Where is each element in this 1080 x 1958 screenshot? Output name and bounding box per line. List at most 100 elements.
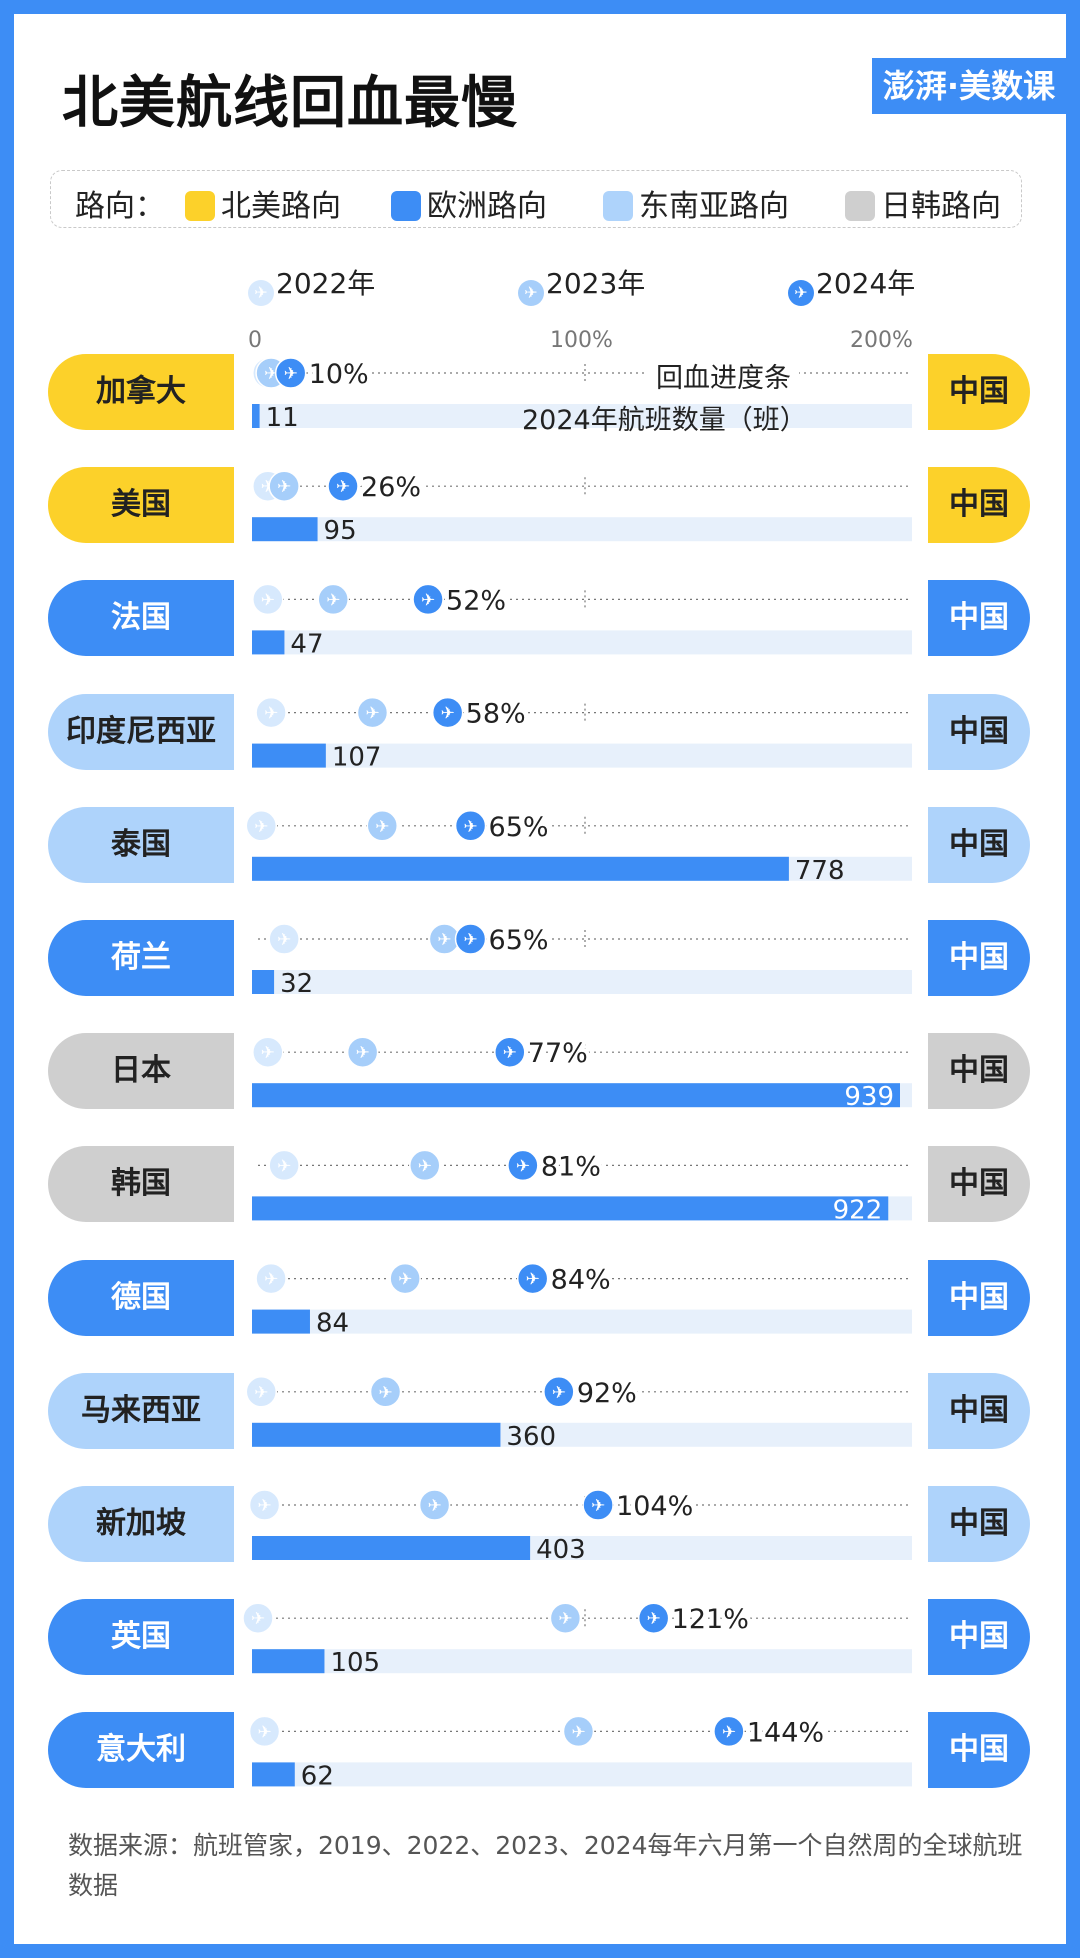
- marker-2023-glyph: ✈: [437, 930, 451, 950]
- marker-2022-glyph: ✈: [261, 1043, 275, 1063]
- marker-2024-glyph: ✈: [441, 704, 455, 724]
- destination-label: 中国: [928, 1259, 1030, 1336]
- legend-swatch: [391, 191, 421, 221]
- marker-2023-glyph: ✈: [418, 1156, 432, 1176]
- flights-bar-track: [252, 404, 912, 428]
- country-label: 法国: [48, 580, 234, 657]
- marker-2024-glyph: ✈: [421, 590, 435, 610]
- year-legend-2023: ✈ 2023年: [518, 262, 645, 306]
- country-label: 荷兰: [48, 920, 234, 996]
- marker-2024-glyph: ✈: [463, 930, 477, 950]
- legend-item-europe: 欧洲路向: [391, 181, 547, 225]
- flights-value: 47: [290, 629, 323, 659]
- flights-value: 939: [844, 1082, 894, 1112]
- marker-2022-glyph: ✈: [261, 590, 275, 610]
- marker-2022-glyph: ✈: [264, 704, 278, 724]
- marker-2024: [516, 1262, 549, 1295]
- marker-2023-glyph: ✈: [264, 364, 278, 384]
- legend-swatch: [185, 191, 215, 221]
- axis-tick-0: 0: [248, 328, 262, 353]
- progress-label: 58%: [466, 699, 526, 730]
- axis-tick-100: 100%: [550, 328, 613, 353]
- marker-2023: [418, 1489, 451, 1521]
- destination-label: 中国: [928, 354, 1030, 430]
- country-label: 泰国: [48, 806, 234, 883]
- destination-label: 中国: [928, 1372, 1030, 1449]
- marker-2022: [252, 583, 284, 616]
- destination-label: 中国: [928, 693, 1030, 770]
- destination-label: 中国: [928, 1146, 1030, 1223]
- flights-bar: [252, 1422, 501, 1447]
- marker-2024: [327, 470, 359, 502]
- destination-label: 中国: [928, 806, 1030, 883]
- flights-bar-track: [252, 1309, 912, 1334]
- progress-label: 65%: [489, 812, 549, 843]
- country-label: 英国: [48, 1599, 234, 1676]
- destination-label: 中国: [928, 1486, 1030, 1562]
- flights-bar-track: [252, 517, 912, 542]
- flights-bar: [252, 517, 318, 542]
- marker-2023: [346, 1036, 379, 1068]
- marker-2024-glyph: ✈: [722, 1722, 736, 1742]
- marker-2023: [356, 696, 389, 729]
- progress-label: 10%: [309, 359, 369, 390]
- marker-2023-glyph: ✈: [365, 704, 379, 724]
- marker-2024-glyph: ✈: [463, 817, 477, 837]
- marker-2022: [252, 1036, 284, 1068]
- marker-2023: [389, 1262, 421, 1295]
- marker-2023: [549, 1602, 582, 1634]
- flights-value: 778: [795, 856, 845, 886]
- marker-2022: [268, 1149, 300, 1182]
- marker-2022: [255, 1262, 287, 1295]
- marker-2024-glyph: ✈: [552, 1383, 566, 1403]
- marker-2023-glyph: ✈: [571, 1722, 585, 1742]
- destination-label: 中国: [928, 580, 1030, 657]
- marker-2024: [543, 1376, 575, 1408]
- marker-2024-glyph: ✈: [516, 1156, 530, 1176]
- marker-2023: [366, 810, 399, 842]
- destination-label: 中国: [928, 1033, 1030, 1110]
- country-label: 印度尼西亚: [48, 693, 234, 770]
- marker-2022: [242, 1602, 274, 1634]
- source-note: 数据来源：航班管家，2019、2022、2023、2024每年六月第一个自然周的…: [68, 1831, 1023, 1900]
- marker-2023-glyph: ✈: [398, 1270, 412, 1290]
- marker-2024-glyph: ✈: [647, 1609, 661, 1629]
- flights-bar: [252, 743, 326, 768]
- legend-item-north-america: 北美路向: [185, 181, 341, 225]
- marker-2023: [268, 470, 300, 502]
- year-legend-2024: ✈ 2024年: [788, 262, 915, 306]
- flights-value: 403: [536, 1535, 586, 1565]
- marker-2024: [507, 1149, 539, 1182]
- country-label: 意大利: [48, 1712, 234, 1789]
- marker-2022-glyph: ✈: [257, 1496, 271, 1516]
- marker-2023-glyph: ✈: [375, 817, 389, 837]
- progress-label: 104%: [616, 1491, 693, 1522]
- marker-2023: [562, 1715, 595, 1748]
- marker-2022-glyph: ✈: [254, 817, 268, 837]
- marker-2022-glyph: ✈: [251, 1609, 265, 1629]
- plane-icon: ✈: [788, 280, 814, 306]
- marker-2024-glyph: ✈: [284, 364, 298, 384]
- flights-value: 62: [301, 1761, 334, 1791]
- marker-2024: [431, 696, 464, 729]
- legend-label: 路向：: [75, 189, 165, 224]
- chart-title: 北美航线回血最慢: [62, 71, 518, 136]
- marker-2023: [317, 583, 349, 616]
- marker-2022-glyph: ✈: [257, 1722, 271, 1742]
- marker-2023-glyph: ✈: [427, 1496, 441, 1516]
- route-legend: 路向： 北美路向 欧洲路向 东南亚路向 日韩路向: [50, 170, 1022, 228]
- marker-2023-glyph: ✈: [558, 1609, 572, 1629]
- marker-2024: [274, 357, 307, 389]
- flights-value: 922: [833, 1195, 883, 1225]
- flights-callout: 2024年航班数量（班）: [522, 405, 807, 436]
- progress-label: 121%: [672, 1604, 749, 1635]
- progress-label: 52%: [446, 585, 506, 616]
- flights-bar-track: [252, 970, 912, 994]
- destination-label: 中国: [928, 467, 1030, 544]
- marker-2022: [248, 1489, 281, 1521]
- flights-bar: [252, 1196, 889, 1221]
- flights-bar: [252, 856, 789, 881]
- marker-2023-glyph: ✈: [356, 1043, 370, 1063]
- marker-2022-glyph: ✈: [277, 1156, 291, 1176]
- progress-callout: 回血进度条: [648, 356, 799, 395]
